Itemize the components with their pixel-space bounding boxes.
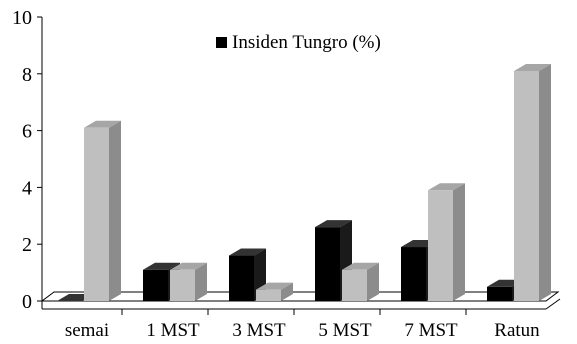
bar-front	[315, 227, 340, 301]
bar-front	[401, 247, 426, 301]
x-tick-label: 5 MST	[318, 320, 372, 341]
bar-front	[428, 190, 453, 301]
bar-side	[195, 262, 207, 301]
bar-top	[170, 262, 207, 270]
bar-front	[256, 289, 281, 301]
y-axis-ticks: 0 2 4 6 8 10	[12, 7, 32, 313]
bar-top	[256, 282, 293, 290]
x-axis-labels: semai 1 MST 3 MST 5 MST 7 MST Ratun	[65, 320, 540, 341]
x-tick-label: 1 MST	[146, 320, 200, 341]
y-tick-label: 6	[22, 121, 32, 143]
x-tick-label: semai	[65, 320, 109, 341]
x-tick-label: 3 MST	[232, 320, 286, 341]
bar	[342, 262, 379, 301]
bar-front	[487, 286, 512, 301]
bar-top	[315, 220, 352, 228]
bar-front	[84, 127, 109, 301]
bar-front	[342, 269, 367, 301]
bar	[84, 120, 121, 301]
y-tick-label: 0	[22, 291, 32, 313]
legend-label: Insiden Tungro (%)	[232, 32, 381, 53]
x-tick-label: 7 MST	[404, 320, 458, 341]
chart-bars	[57, 63, 551, 302]
chart-axes	[37, 16, 561, 315]
bar-front	[229, 255, 254, 301]
bar-side	[109, 120, 121, 301]
bar-side	[539, 63, 551, 302]
x-axis-depth-edge	[545, 298, 561, 310]
x-tick-label: Ratun	[494, 320, 540, 341]
bar	[428, 183, 465, 301]
legend-swatch	[216, 37, 227, 48]
bar-top	[342, 262, 379, 270]
bar-side	[453, 183, 465, 301]
y-tick-label: 4	[22, 177, 32, 199]
bar-top	[514, 63, 551, 71]
bar-front	[143, 269, 168, 301]
legend: Insiden Tungro (%)	[216, 32, 381, 53]
bar-top	[84, 120, 121, 128]
bar-side	[281, 282, 293, 301]
y-tick-label: 2	[22, 234, 32, 256]
bar-side	[367, 262, 379, 301]
bar	[256, 282, 293, 301]
bar-front	[170, 269, 195, 301]
y-tick-label: 8	[22, 64, 32, 86]
bar	[170, 262, 207, 301]
bar-top	[143, 262, 180, 270]
bar-front	[514, 70, 539, 302]
y-tick-label: 10	[12, 7, 32, 29]
bar-top	[229, 248, 266, 256]
bar	[514, 63, 551, 302]
bar-top	[428, 183, 465, 191]
